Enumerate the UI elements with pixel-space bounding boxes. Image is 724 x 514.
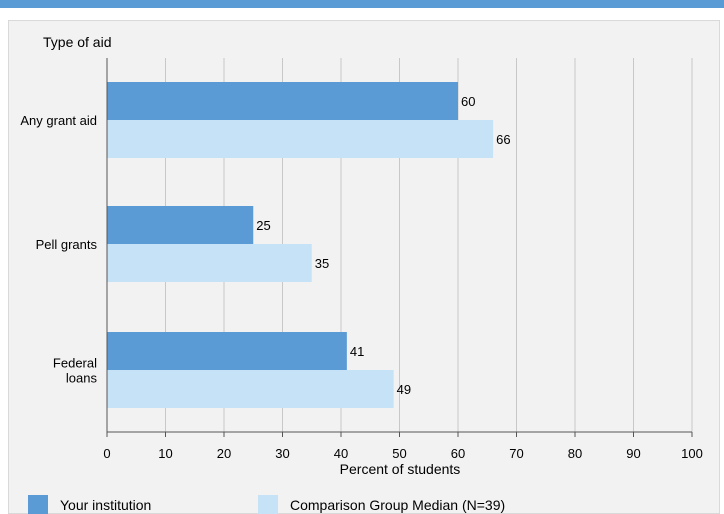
legend-swatch-your-institution (28, 495, 48, 514)
bar-value-label: 25 (256, 218, 270, 233)
bar-value-label: 66 (496, 132, 510, 147)
x-axis-title: Percent of students (340, 461, 461, 477)
legend-label-comparison: Comparison Group Median (N=39) (290, 496, 506, 513)
legend-item-your-institution: Your institution (28, 495, 151, 514)
legend: Your institution Comparison Group Median… (28, 495, 708, 514)
x-tick-label: 20 (217, 446, 231, 461)
bar-your-institution (107, 206, 254, 244)
x-tick-label: 50 (392, 446, 406, 461)
x-tick-label: 30 (275, 446, 289, 461)
bar-comparison-median (107, 244, 312, 282)
bar-value-label: 49 (397, 382, 411, 397)
x-tick-label: 100 (681, 446, 703, 461)
x-tick-label: 70 (509, 446, 523, 461)
bar-value-label: 35 (315, 256, 329, 271)
bar-comparison-median (107, 120, 494, 158)
x-tick-label: 80 (568, 446, 582, 461)
category-label: Federal loans (53, 356, 98, 386)
bar-your-institution (107, 82, 458, 120)
x-tick-label: 40 (334, 446, 348, 461)
bar-your-institution (107, 332, 347, 370)
x-tick-label: 90 (626, 446, 640, 461)
category-label: Pell grants (36, 237, 98, 252)
category-axis-title: Type of aid (43, 34, 112, 50)
bar-value-label: 60 (461, 94, 475, 109)
top-accent-bar (0, 0, 724, 8)
bar-value-label: 41 (350, 344, 364, 359)
legend-swatch-comparison (258, 495, 278, 514)
x-tick-label: 10 (158, 446, 172, 461)
legend-label-your-institution: Your institution (60, 496, 152, 513)
x-tick-label: 60 (451, 446, 465, 461)
x-tick-label: 0 (103, 446, 110, 461)
category-label: Any grant aid (20, 113, 97, 128)
legend-item-comparison: Comparison Group Median (N=39) (258, 495, 505, 514)
bar-comparison-median (107, 370, 394, 408)
